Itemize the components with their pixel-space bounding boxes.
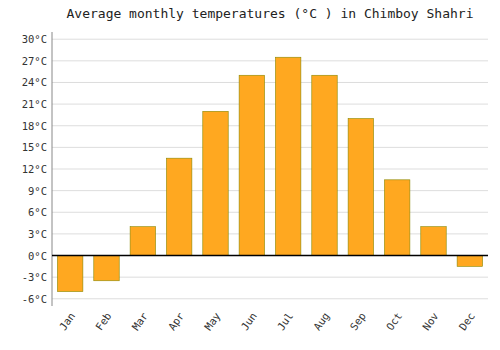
- bar: [203, 111, 228, 255]
- y-tick-label: 0°C: [28, 250, 47, 262]
- bar: [421, 227, 446, 256]
- y-tick-label: 27°C: [22, 55, 47, 67]
- grid-line: [52, 255, 488, 256]
- x-tick-label: Sep: [347, 310, 368, 332]
- title: Average monthly temperatures (°C ) in Ch…: [67, 6, 474, 21]
- grid-line: [52, 82, 488, 83]
- grid-line: [52, 125, 488, 126]
- grid-line: [52, 147, 488, 148]
- x-tick-label: Aug: [311, 310, 332, 332]
- y-tick-label: 24°C: [22, 76, 47, 88]
- bar: [239, 75, 264, 255]
- x-tick-label: Oct: [384, 310, 405, 332]
- x-tick-label: Nov: [420, 310, 441, 332]
- bar: [348, 119, 373, 256]
- grid-line: [52, 190, 488, 191]
- x-tick-label: Dec: [456, 310, 477, 332]
- y-tick-label: -6°C: [22, 293, 47, 305]
- y-tick-label: 3°C: [28, 228, 47, 240]
- bar: [57, 256, 82, 292]
- bar: [130, 227, 155, 256]
- y-tick-label: 30°C: [22, 33, 47, 45]
- grid-line: [52, 298, 488, 299]
- x-tick-label: Mar: [129, 310, 150, 332]
- x-tick-label: Feb: [93, 310, 114, 332]
- x-tick-label: Jun: [238, 310, 259, 332]
- x-tick-label: Jul: [275, 310, 296, 332]
- grid-line: [52, 60, 488, 61]
- bar: [275, 57, 300, 255]
- bar: [312, 75, 337, 255]
- y-tick-label: 18°C: [22, 120, 47, 132]
- y-tick-label: -3°C: [22, 271, 47, 283]
- bar: [94, 256, 119, 281]
- grid-line: [52, 212, 488, 213]
- bar: [457, 256, 482, 267]
- x-tick-label: May: [202, 310, 223, 332]
- chart: Average monthly temperatures (°C ) in Ch…: [0, 0, 500, 350]
- bar: [384, 180, 409, 256]
- y-tick-label: 9°C: [28, 185, 47, 197]
- bar: [166, 158, 191, 255]
- grid-line: [52, 169, 488, 170]
- x-tick-label: Jan: [57, 310, 78, 332]
- y-axis-line: [52, 32, 53, 306]
- grid-line: [52, 104, 488, 105]
- zero-line: [52, 255, 488, 257]
- grid-line: [52, 39, 488, 40]
- x-tick-label: Apr: [166, 310, 187, 332]
- y-tick-label: 21°C: [22, 98, 47, 110]
- grid: [52, 39, 488, 299]
- y-tick-label: 6°C: [28, 206, 47, 218]
- bars: [57, 57, 482, 291]
- y-tick-label: 15°C: [22, 141, 47, 153]
- y-tick-label: 12°C: [22, 163, 47, 175]
